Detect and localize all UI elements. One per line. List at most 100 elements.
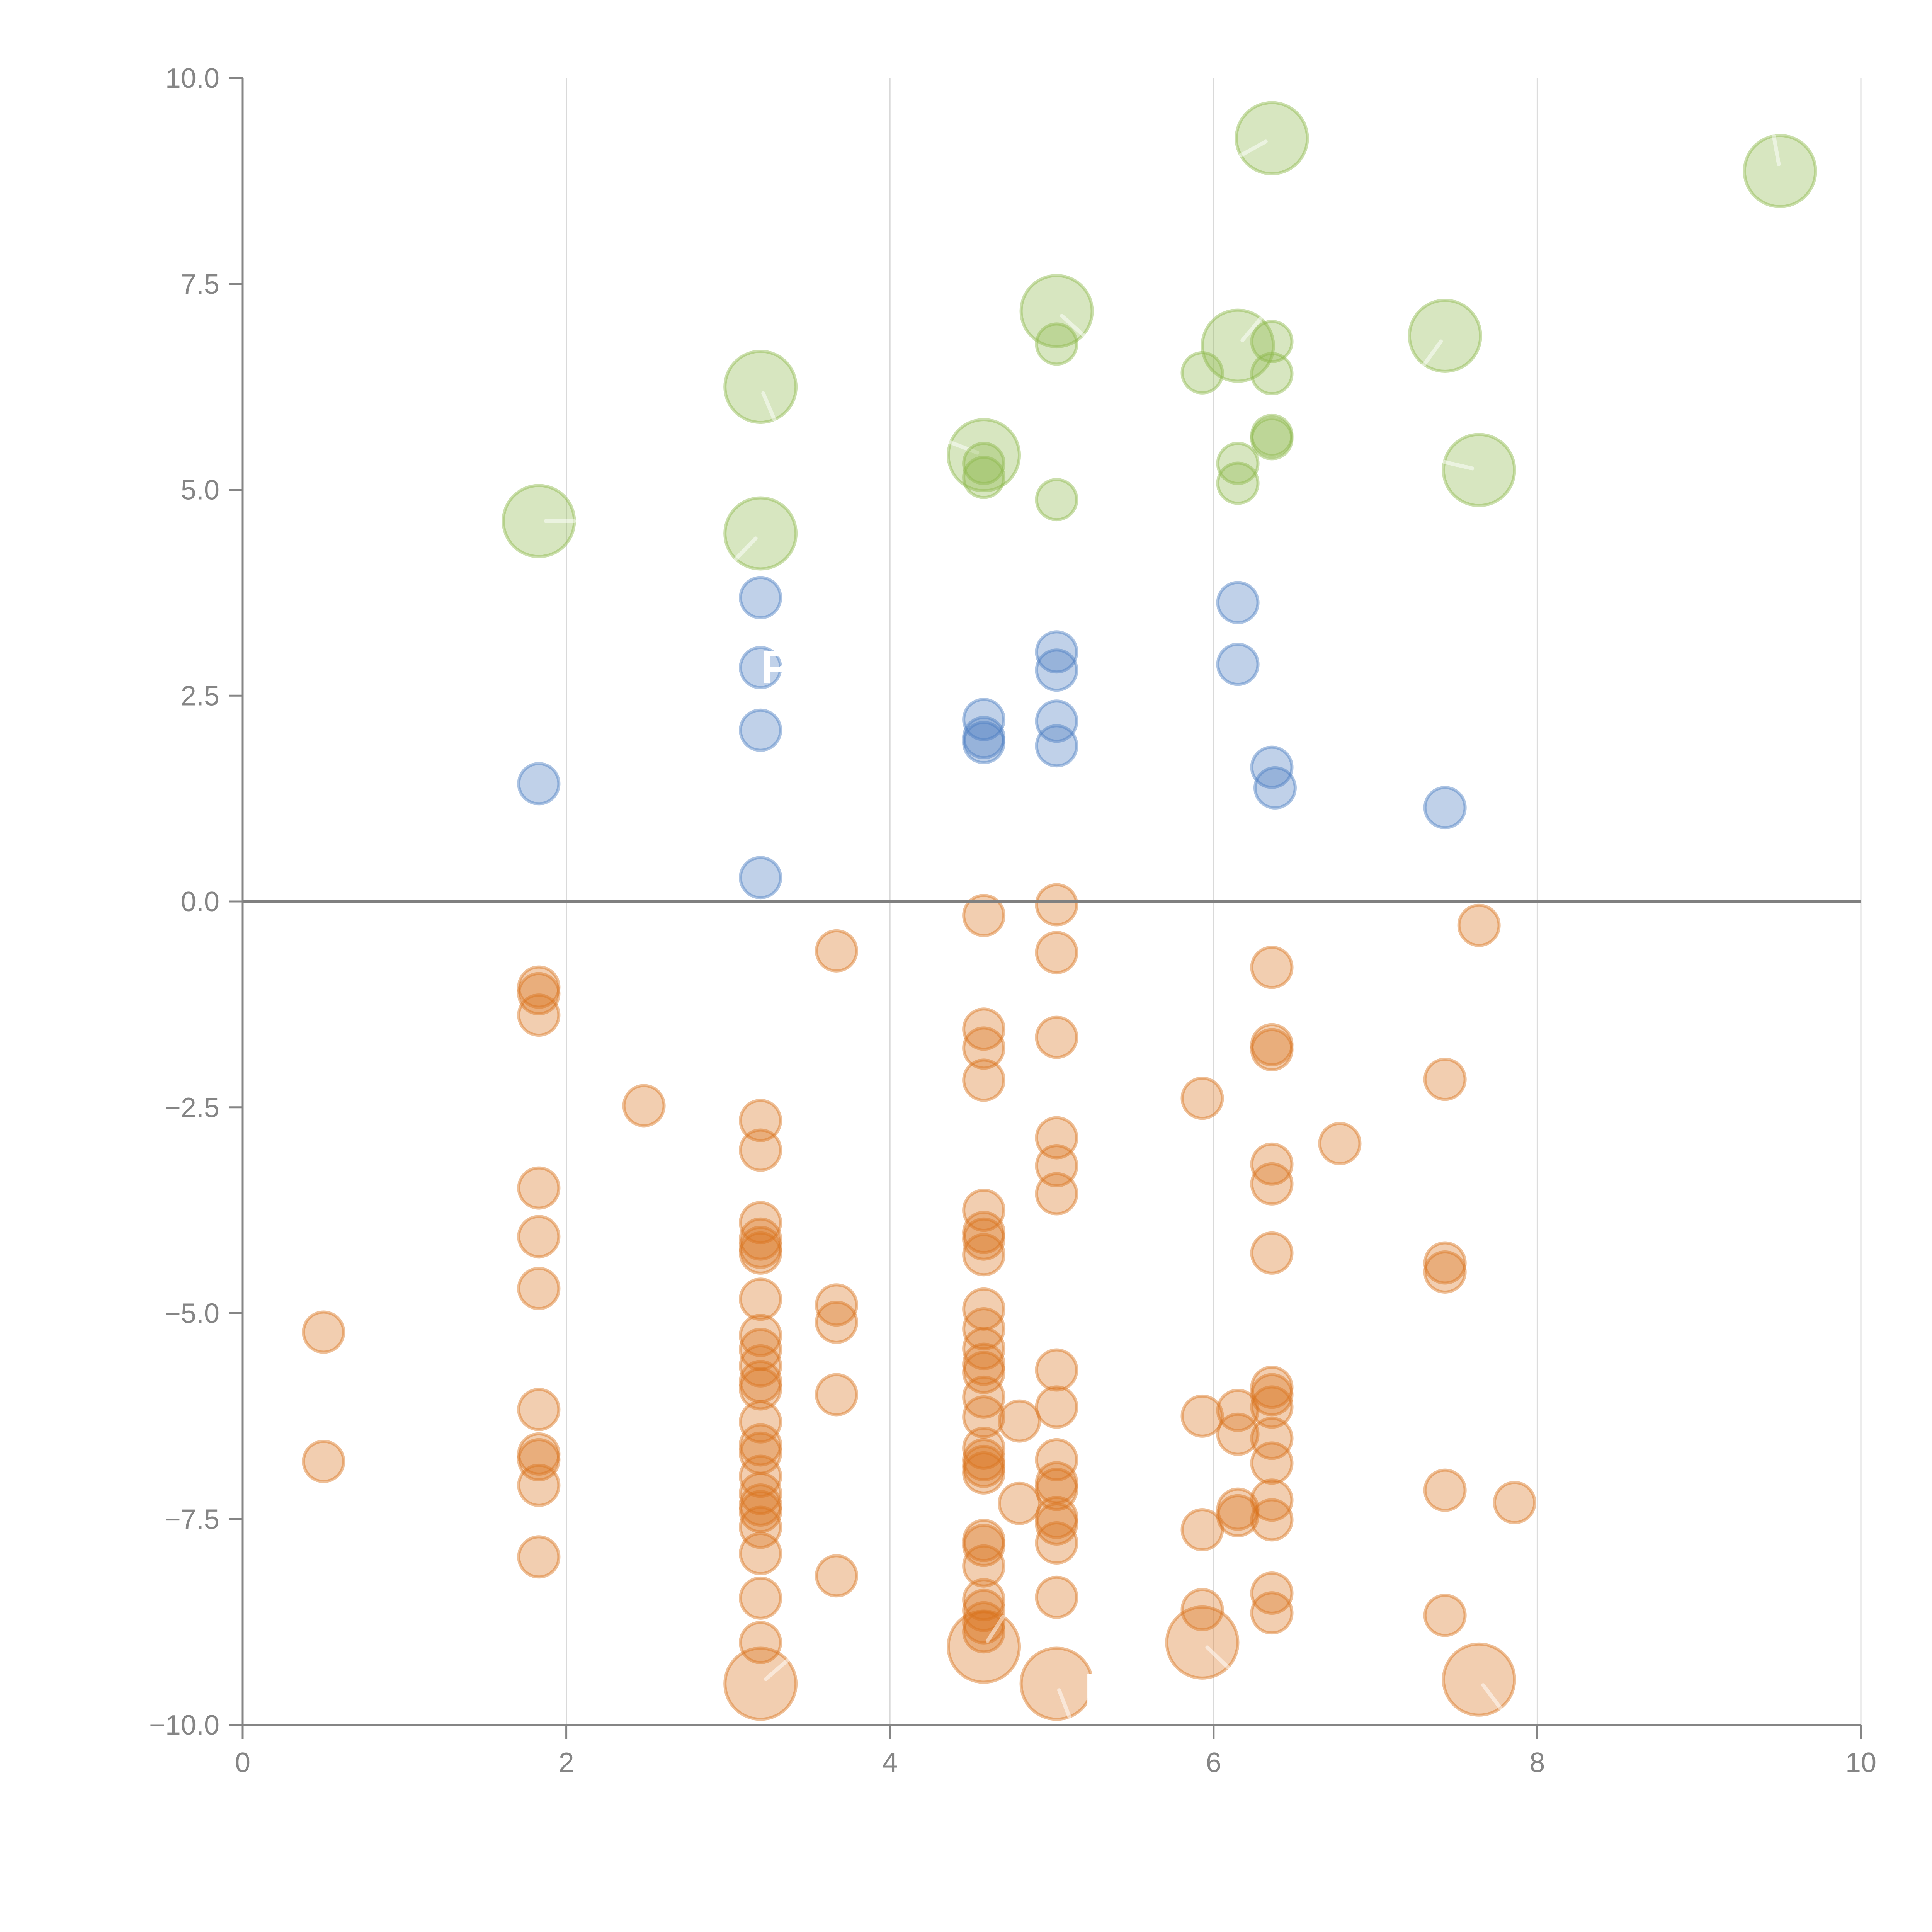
y-tick-label: −10.0 — [149, 1710, 219, 1741]
y-tick-label: 5.0 — [181, 475, 219, 506]
data-point-orange — [739, 1532, 782, 1575]
data-point-blue — [1423, 786, 1467, 830]
data-point-orange — [962, 1007, 1006, 1051]
data-point-orange — [1216, 1388, 1260, 1432]
data-point-orange — [1250, 1385, 1294, 1429]
data-point-orange — [1035, 1502, 1078, 1546]
data-point-orange — [1035, 1015, 1078, 1059]
data-point-orange — [517, 1438, 561, 1481]
data-point-orange — [1442, 1642, 1516, 1717]
data-point-orange — [962, 1211, 1006, 1254]
data-point-orange — [962, 1395, 1006, 1439]
data-point-orange — [1216, 1487, 1260, 1531]
data-point-blue — [739, 856, 782, 900]
marker-needle — [734, 536, 758, 561]
x-tick-label: 4 — [882, 1747, 898, 1778]
data-point-orange — [1250, 1571, 1294, 1615]
data-point-orange — [815, 929, 858, 973]
data-point-orange — [962, 1444, 1006, 1488]
data-point-orange — [1250, 1142, 1294, 1186]
data-point-orange — [962, 1189, 1006, 1232]
data-point-orange — [815, 1373, 858, 1417]
data-point-orange — [1035, 1385, 1078, 1429]
y-tick-label: −5.0 — [165, 1298, 219, 1329]
data-point-orange — [1250, 946, 1294, 989]
data-point-orange — [1035, 1116, 1078, 1160]
data-point-orange — [739, 1328, 782, 1371]
data-point-green — [947, 418, 1021, 492]
y-tick-label: 7.5 — [181, 269, 219, 300]
data-point-blue — [1035, 724, 1078, 768]
series-blue — [517, 576, 1467, 900]
y-tick-label: −7.5 — [165, 1504, 219, 1535]
data-point-green — [1235, 101, 1309, 175]
data-point-orange — [1180, 1394, 1224, 1438]
data-point-orange — [1035, 883, 1078, 927]
data-point-orange — [517, 972, 561, 1015]
data-point-orange — [1423, 1241, 1467, 1285]
data-point-orange — [962, 1578, 1006, 1622]
data-point-blue — [1253, 766, 1297, 810]
hidden-data-label: k — [1084, 1666, 1110, 1718]
data-point-green — [1216, 461, 1260, 505]
data-point-orange — [1216, 1412, 1260, 1456]
series-orange — [302, 883, 1536, 1721]
data-point-orange — [517, 993, 561, 1037]
data-point-orange — [739, 1576, 782, 1620]
data-point-orange — [962, 1350, 1006, 1394]
data-point-orange — [1035, 1495, 1078, 1539]
marker-needle — [1442, 460, 1475, 471]
data-point-orange — [947, 1609, 1021, 1684]
data-point-orange — [1423, 1250, 1467, 1294]
data-point-orange — [739, 1277, 782, 1321]
data-point-blue — [1216, 643, 1260, 686]
series-green — [502, 101, 1817, 571]
data-point-orange — [1250, 1373, 1294, 1417]
data-point-orange — [1019, 1646, 1094, 1721]
data-point-orange — [962, 1524, 1006, 1567]
hidden-data-label: P — [760, 641, 791, 693]
data-point-orange — [1250, 1231, 1294, 1275]
marker-needle — [761, 391, 777, 422]
data-point-blue — [962, 721, 1006, 764]
data-point-blue — [962, 698, 1006, 742]
data-point-green — [1250, 417, 1294, 461]
data-point-orange — [962, 1426, 1006, 1470]
data-point-blue — [517, 762, 561, 806]
data-point-green — [1442, 433, 1516, 507]
data-point-orange — [517, 1267, 561, 1310]
x-tick-label: 0 — [235, 1747, 250, 1778]
data-point-green — [1035, 322, 1078, 366]
data-point-orange — [1250, 1478, 1294, 1522]
data-point-orange — [739, 1431, 782, 1475]
data-point-orange — [815, 1300, 858, 1344]
marker-needle — [1057, 1688, 1071, 1719]
y-tick-label: 0.0 — [181, 886, 219, 917]
data-point-orange — [1423, 1594, 1467, 1637]
data-point-orange — [962, 1588, 1006, 1632]
marker-needle — [1205, 1645, 1230, 1669]
data-point-orange — [1035, 931, 1078, 975]
data-point-orange — [302, 1440, 345, 1483]
data-point-orange — [962, 1307, 1006, 1350]
marker-needle — [1240, 316, 1263, 342]
data-point-blue — [1035, 648, 1078, 692]
data-point-orange — [739, 1231, 782, 1275]
data-point-orange — [962, 1026, 1006, 1070]
data-point-orange — [739, 1226, 782, 1269]
data-point-orange — [739, 1454, 782, 1498]
data-point-green — [1250, 413, 1294, 457]
data-point-orange — [1180, 1077, 1224, 1120]
data-point-orange — [517, 1215, 561, 1259]
marker-needle — [985, 1615, 1005, 1643]
data-point-orange — [962, 1342, 1006, 1386]
data-point-orange — [302, 1310, 345, 1354]
y-ticks: −10.0 −7.5 −5.0 −2.5 0.0 2.5 5.0 7.5 10.0 — [149, 63, 243, 1741]
data-point-orange — [1493, 1481, 1536, 1524]
markers — [302, 101, 1817, 1721]
data-point-orange — [962, 1058, 1006, 1102]
data-point-orange — [1035, 1468, 1078, 1511]
data-point-orange — [1250, 1441, 1294, 1485]
data-point-green — [1201, 308, 1275, 383]
data-point-orange — [1423, 1058, 1467, 1101]
